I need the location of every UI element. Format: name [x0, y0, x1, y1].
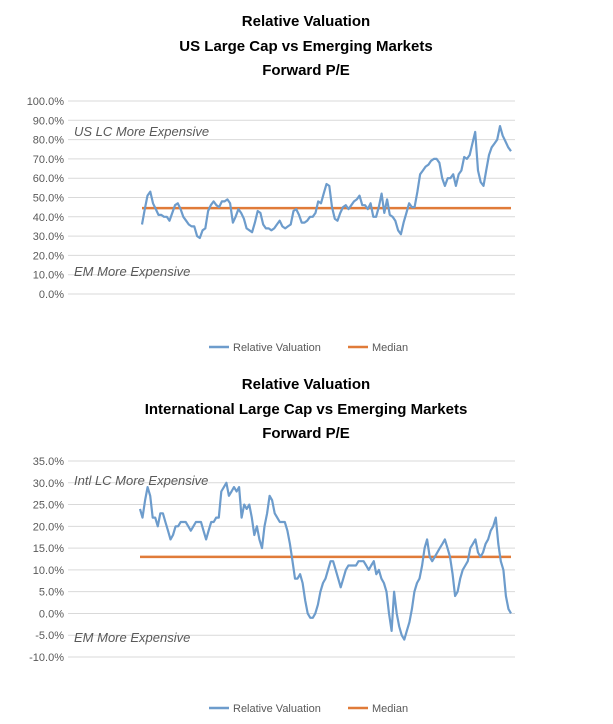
y-tick-label: 10.0% [33, 565, 64, 577]
chart1-relative-valuation-line [140, 124, 512, 240]
chart1-title-line3: Forward P/E [262, 62, 350, 79]
y-tick-label: 20.0% [33, 250, 64, 262]
chart-intl-vs-em: Relative Valuation International Large C… [29, 376, 515, 715]
chart2-y-axis-ticks: 35.0% 30.0% 25.0% 20.0% 15.0% 10.0% 5.0% 0.0% -5… [29, 456, 64, 664]
chart2-legend-label-relative: Relative Valuation [233, 703, 321, 715]
y-tick-label: 30.0% [33, 478, 64, 490]
y-tick-label: 0.0% [39, 289, 64, 301]
y-tick-label: 40.0% [33, 212, 64, 224]
y-tick-label: 5.0% [39, 587, 64, 599]
y-tick-label: -5.0% [35, 630, 64, 642]
y-tick-label: 70.0% [33, 154, 64, 166]
y-tick-label: 35.0% [33, 456, 64, 468]
chart1-y-axis-ticks: 100.0% 90.0% 80.0% 70.0% 60.0% 50.0% 40.0% 30.0… [27, 96, 65, 301]
chart2-annotation-bottom: EM More Expensive [74, 630, 190, 645]
y-tick-label: 50.0% [33, 193, 64, 205]
y-tick-label: -10.0% [29, 652, 64, 664]
chart-us-vs-em: Relative Valuation US Large Cap vs Emerg… [27, 13, 515, 354]
y-tick-label: 25.0% [33, 500, 64, 512]
chart2-title-line1: Relative Valuation [242, 376, 370, 393]
y-tick-label: 30.0% [33, 231, 64, 243]
y-tick-label: 20.0% [33, 521, 64, 533]
chart2-annotation-top: Intl LC More Expensive [74, 473, 208, 488]
chart1-title-line2: US Large Cap vs Emerging Markets [179, 38, 432, 55]
chart1-legend-label-median: Median [372, 342, 408, 354]
y-tick-label: 10.0% [33, 270, 64, 282]
chart1-legend-label-relative: Relative Valuation [233, 342, 321, 354]
chart1-annotation-top: US LC More Expensive [74, 124, 209, 139]
chart1-title-line1: Relative Valuation [242, 13, 370, 30]
y-tick-label: 90.0% [33, 115, 64, 127]
chart2-legend-label-median: Median [372, 703, 408, 715]
chart2-relative-valuation-line [138, 481, 512, 641]
y-tick-label: 100.0% [27, 96, 65, 108]
y-tick-label: 60.0% [33, 173, 64, 185]
chart2-title-line3: Forward P/E [262, 425, 350, 442]
y-tick-label: 80.0% [33, 135, 64, 147]
chart1-annotation-bottom: EM More Expensive [74, 264, 190, 279]
y-tick-label: 0.0% [39, 608, 64, 620]
y-tick-label: 15.0% [33, 543, 64, 555]
chart2-legend: Relative Valuation Median [209, 703, 408, 715]
chart1-legend: Relative Valuation Median [209, 342, 408, 354]
chart2-gridlines [68, 460, 515, 658]
chart2-title-line2: International Large Cap vs Emerging Mark… [145, 401, 468, 418]
